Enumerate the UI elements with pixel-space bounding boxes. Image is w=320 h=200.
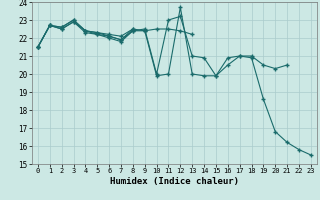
X-axis label: Humidex (Indice chaleur): Humidex (Indice chaleur) xyxy=(110,177,239,186)
